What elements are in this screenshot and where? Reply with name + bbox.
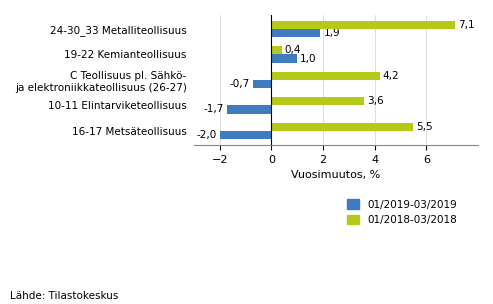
Text: Lähde: Tilastokeskus: Lähde: Tilastokeskus	[10, 291, 118, 301]
Text: 1,0: 1,0	[300, 54, 317, 64]
Text: 1,9: 1,9	[323, 28, 340, 38]
Bar	[271, 29, 320, 37]
Text: 5,5: 5,5	[417, 122, 433, 132]
Text: -0,7: -0,7	[230, 79, 250, 89]
Text: 3,6: 3,6	[367, 96, 384, 106]
Bar	[271, 21, 455, 29]
Bar	[227, 105, 271, 113]
Bar	[271, 97, 364, 105]
Bar	[271, 123, 414, 131]
Text: -1,7: -1,7	[204, 105, 224, 114]
Text: 4,2: 4,2	[383, 71, 399, 81]
Bar	[271, 54, 297, 63]
Bar	[253, 80, 271, 88]
X-axis label: Vuosimuutos, %: Vuosimuutos, %	[291, 170, 381, 180]
Bar	[271, 72, 380, 80]
Bar	[220, 131, 271, 139]
Bar	[271, 46, 282, 54]
Text: 0,4: 0,4	[285, 45, 301, 55]
Text: 7,1: 7,1	[458, 20, 474, 30]
Legend: 01/2019-03/2019, 01/2018-03/2018: 01/2019-03/2019, 01/2018-03/2018	[347, 199, 458, 225]
Text: -2,0: -2,0	[196, 130, 216, 140]
